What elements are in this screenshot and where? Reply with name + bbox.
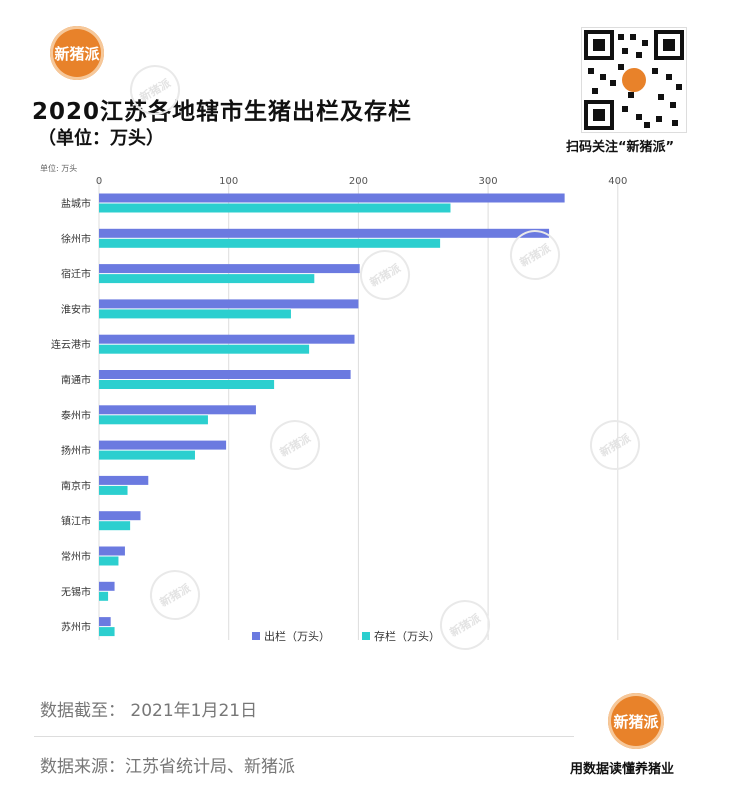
bar-outflow	[99, 617, 111, 627]
qr-caption: 扫码关注“新猪派”	[566, 140, 675, 155]
axis-unit-label: 单位: 万头	[40, 164, 78, 173]
brand-logo: 新猪派	[50, 26, 104, 80]
y-category-label: 常州市	[61, 550, 91, 563]
brand-logo-bottom: 新猪派	[608, 693, 664, 749]
bar-stock	[99, 344, 310, 354]
y-category-label: 扬州市	[61, 444, 91, 457]
bar-outflow	[99, 299, 359, 309]
bar-stock	[99, 380, 275, 389]
chart-subtitle: （单位：万头）	[38, 128, 164, 149]
bar-chart: 0 100 200 300 400 盐城市徐州市宿迁市淮安市连云港市南通市泰州市扬州市南京…	[51, 176, 627, 643]
bar-outflow	[99, 475, 149, 485]
bar-outflow	[99, 546, 125, 556]
y-category-label: 无锡市	[61, 585, 91, 598]
bar-outflow	[99, 228, 550, 238]
x-tick-label: 0	[96, 176, 102, 187]
y-category-label: 南京市	[61, 479, 91, 492]
x-tick-label: 400	[608, 176, 627, 187]
legend-swatch-outflow	[252, 632, 260, 640]
footer-divider	[34, 736, 574, 737]
bar-stock	[99, 485, 128, 495]
bar-stock	[99, 274, 315, 284]
bar-stock	[99, 415, 208, 425]
y-category-label: 淮安市	[61, 303, 91, 316]
x-tick-label: 200	[349, 176, 368, 187]
bar-outflow	[99, 334, 355, 344]
bar-stock	[99, 627, 115, 637]
bar-stock	[99, 591, 109, 601]
y-category-label: 徐州市	[61, 232, 91, 245]
x-tick-label: 100	[219, 176, 238, 187]
bar-outflow	[99, 511, 141, 521]
y-category-label: 泰州市	[61, 409, 91, 422]
legend-swatch-stock	[362, 632, 370, 640]
y-category-label: 苏州市	[61, 621, 91, 634]
y-category-label: 连云港市	[51, 338, 91, 351]
bar-outflow	[99, 440, 227, 450]
qr-code[interactable]	[581, 27, 687, 133]
bar-stock	[99, 450, 195, 460]
bar-outflow	[99, 370, 351, 379]
bar-stock	[99, 203, 451, 213]
y-category-label: 盐城市	[61, 197, 91, 210]
bar-outflow	[99, 264, 360, 274]
x-tick-label: 300	[479, 176, 498, 187]
bar-outflow	[99, 581, 115, 591]
chart-title: 2020江苏各地辖市生猪出栏及存栏	[32, 99, 413, 125]
bar-stock	[99, 238, 441, 248]
bar-stock	[99, 556, 119, 566]
bar-stock	[99, 309, 291, 319]
y-category-label: 镇江市	[61, 515, 91, 528]
y-category-label: 宿迁市	[61, 268, 91, 281]
data-source-note: 数据来源：江苏省统计局、新猪派	[40, 757, 295, 777]
legend-label-outflow: 出栏（万头）	[264, 629, 330, 643]
data-date-note: 数据截至： 2021年1月21日	[40, 701, 258, 721]
brand-slogan: 用数据读懂养猪业	[570, 762, 675, 777]
bar-outflow	[99, 193, 565, 203]
legend-label-stock: 存栏（万头）	[374, 629, 440, 643]
bar-stock	[99, 521, 131, 531]
bar-outflow	[99, 405, 256, 415]
y-category-label: 南通市	[61, 374, 91, 387]
